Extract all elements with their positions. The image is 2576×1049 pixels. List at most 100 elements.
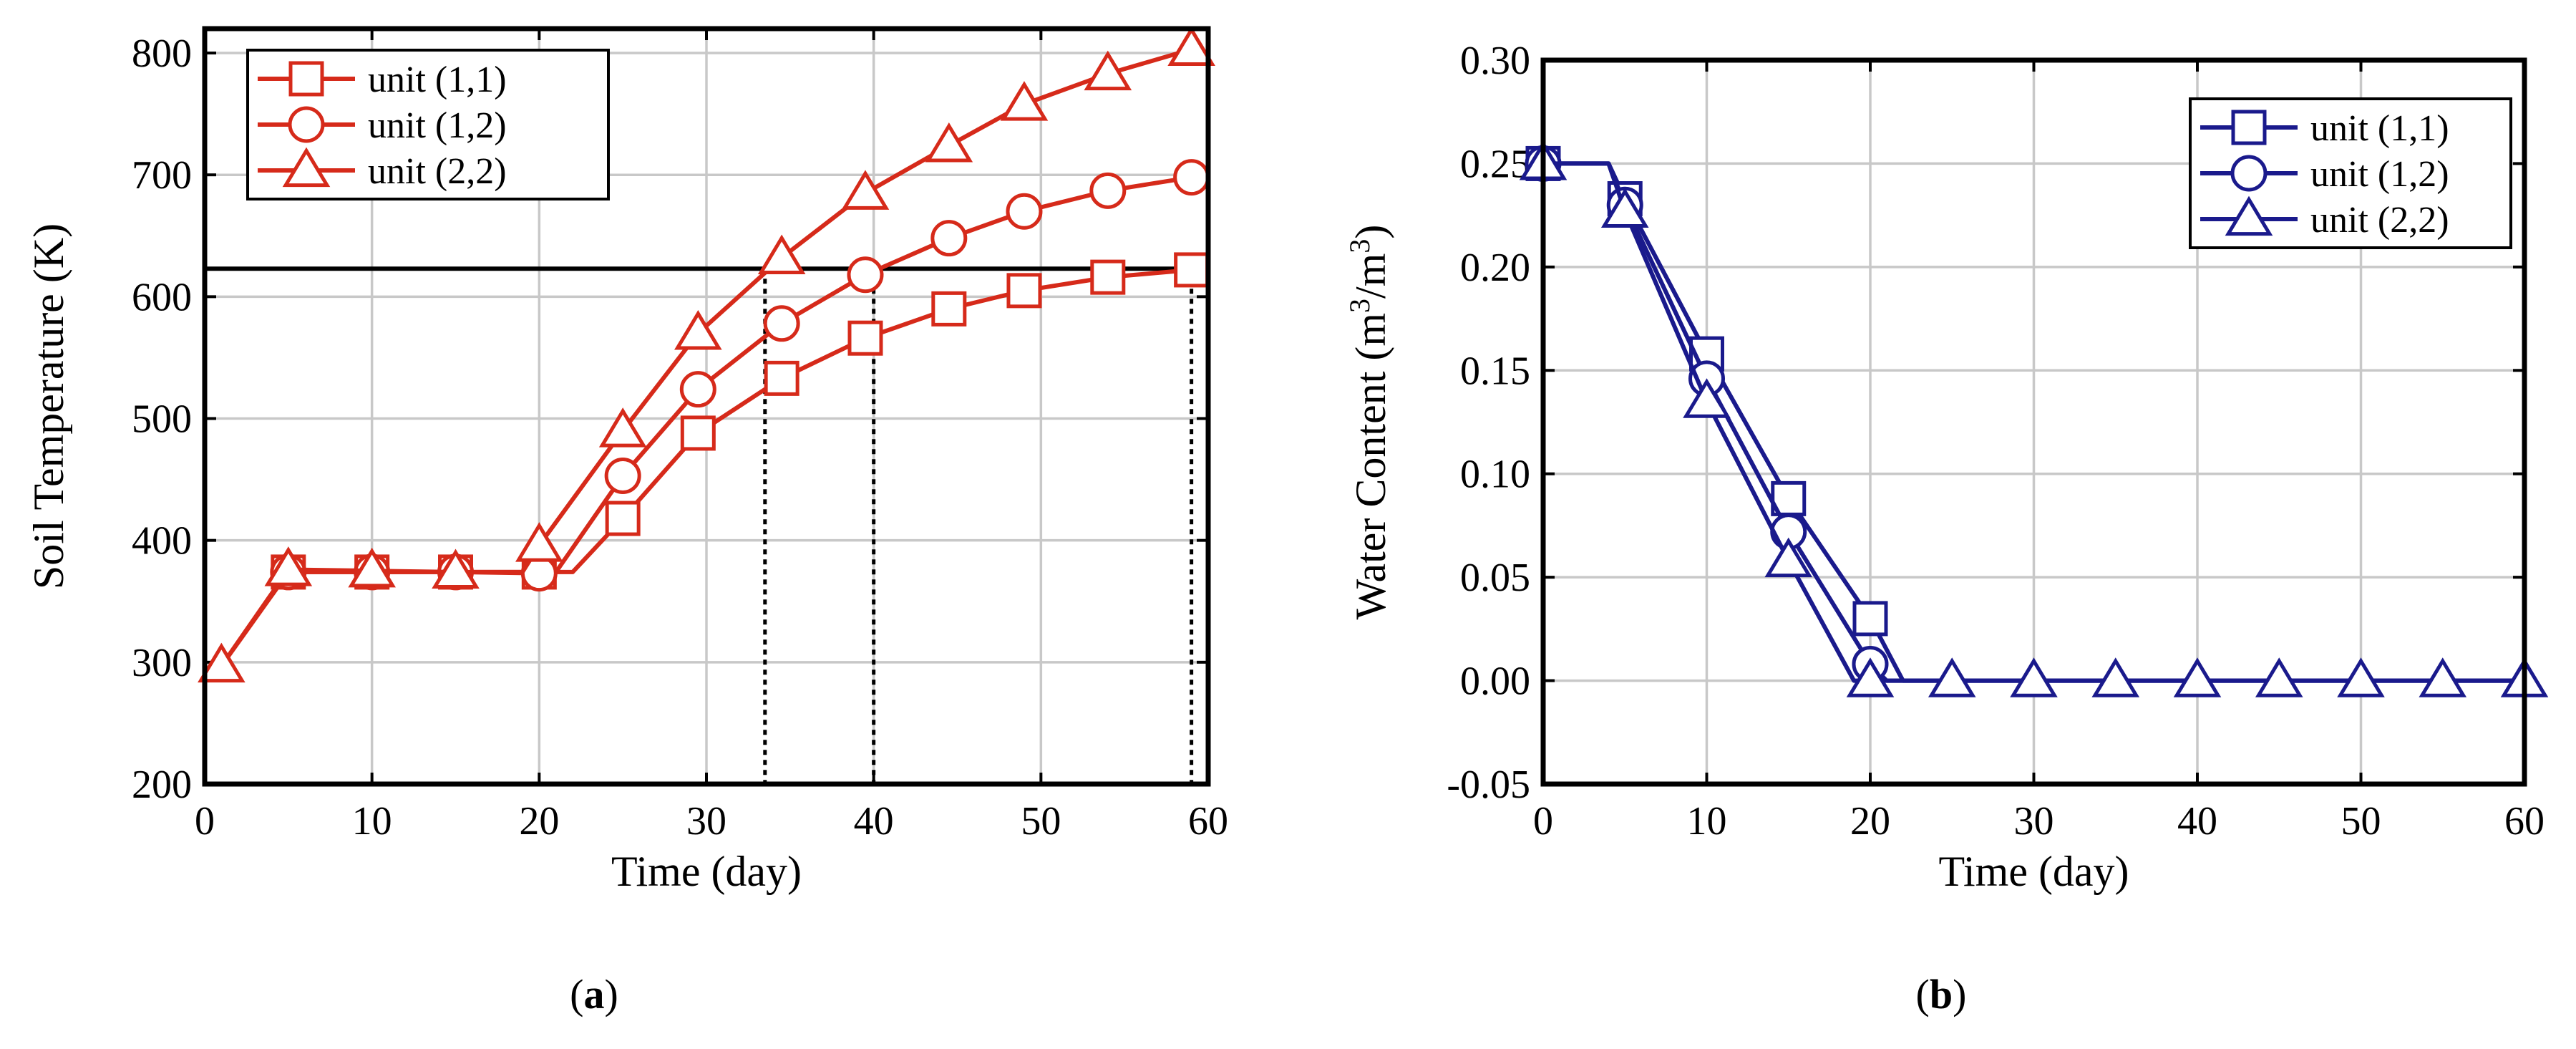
legend-label: unit (2,2) (368, 151, 507, 192)
legend-label: unit (2,2) (2310, 200, 2449, 241)
series-3-point (2173, 657, 2222, 697)
panel-label-a: (a) (570, 971, 618, 1017)
legend-label: unit (1,2) (2310, 154, 2449, 195)
legend-marker (288, 61, 324, 97)
series-1-point (1852, 601, 1888, 637)
x-tick-label: 20 (519, 799, 559, 843)
series-3-point (264, 546, 313, 586)
series-2-point (604, 457, 641, 494)
y-tick-label: 700 (132, 153, 192, 198)
x-tick-label: 30 (2014, 799, 2054, 843)
series-3-point (515, 522, 563, 562)
panel-label-b: (b) (1916, 971, 1967, 1017)
x-tick-label: 40 (854, 799, 894, 843)
y-tick-label: 0.05 (1460, 556, 1530, 600)
series-1-point (1006, 273, 1042, 309)
x-tick-label: 40 (2177, 799, 2217, 843)
series-1-point (1090, 259, 1126, 295)
y-tick-label: 200 (132, 763, 192, 807)
series-3-point (1600, 188, 1649, 228)
series-3-point (198, 642, 246, 683)
series-3-point (432, 548, 480, 589)
x-axis-label: Time (day) (611, 848, 802, 895)
y-axis-label: Soil Temperature (K) (25, 223, 72, 589)
series-3-point (1084, 50, 1132, 91)
series-3 (198, 26, 1215, 683)
legend: unit (1,1) unit (1,2) unit (2,2) (2189, 97, 2512, 249)
series-3-point (2255, 657, 2303, 697)
legend-label: unit (1,1) (368, 59, 507, 100)
x-tick-label: 10 (352, 799, 392, 843)
x-tick-label: 50 (1021, 799, 1061, 843)
legend-label: unit (1,1) (2310, 108, 2449, 149)
y-tick-label: 600 (132, 275, 192, 319)
y-tick-label: 0.20 (1460, 246, 1530, 290)
series-1-point (1174, 252, 1210, 288)
y-axis-label: Water Content (m3/m3) (1343, 225, 1394, 620)
series-2-point (930, 220, 968, 257)
legend-marker (2231, 110, 2267, 145)
y-axis-label-part: ) (1347, 225, 1394, 239)
y-tick-label: 0.25 (1460, 142, 1530, 186)
series-1-point (931, 291, 967, 327)
series-1-point (605, 501, 641, 536)
series-3-point (2337, 657, 2385, 697)
series-3-point (925, 122, 973, 163)
series-1-point (764, 360, 799, 396)
series-3 (1519, 140, 2549, 697)
x-tick-label: 10 (1687, 799, 1727, 843)
series-3-point (1764, 537, 1813, 578)
series-3-point (348, 547, 396, 588)
plot-frame (202, 26, 1211, 787)
series-3-point (2419, 657, 2467, 697)
y-axis-label-superscript: 3 (1343, 239, 1376, 253)
chart-b-water-content: 0 10 20 30 40 50 60 -0.05 0.00 0.05 0.10 0.15 0.20 0.… (1343, 39, 2549, 895)
y-axis-label-part: /m (1347, 253, 1394, 299)
series-3-point (1683, 378, 1731, 418)
series-3-point (1000, 81, 1049, 121)
x-tick-label: 30 (686, 799, 726, 843)
series-2-point (1089, 172, 1127, 209)
x-tick-label: 20 (1850, 799, 1890, 843)
series-3-point (1167, 26, 1215, 67)
series-1-point (847, 320, 883, 356)
x-tick-label: 50 (2341, 799, 2381, 843)
legend: unit (1,1) unit (1,2) unit (2,2) (246, 49, 610, 200)
legend-label: unit (1,2) (368, 105, 507, 146)
x-tick-label: 60 (2504, 799, 2545, 843)
series-2-point (679, 371, 716, 408)
series-3-point (674, 310, 722, 350)
series-3-point (1846, 657, 1895, 697)
x-tick-label: 0 (195, 799, 215, 843)
y-tick-label: 300 (132, 641, 192, 685)
y-tick-label: 0.30 (1460, 39, 1530, 83)
y-tick-label: 0.15 (1460, 349, 1530, 393)
series-2-point (847, 256, 884, 294)
y-tick-label: -0.05 (1447, 763, 1530, 807)
legend-marker (288, 106, 325, 143)
y-tick-label: 0.10 (1460, 453, 1530, 497)
series-3-point (757, 234, 806, 275)
legend-marker (2230, 155, 2268, 192)
series-3-point (841, 170, 890, 210)
y-axis-label-superscript: 3 (1343, 299, 1376, 313)
y-tick-label: 400 (132, 519, 192, 564)
x-tick-label: 0 (1533, 799, 1553, 843)
legend-marker (2225, 195, 2273, 236)
series-3-point (2091, 657, 2140, 697)
series-1-point (680, 415, 716, 451)
series-2-point (1006, 193, 1043, 230)
x-tick-label: 60 (1188, 799, 1228, 843)
y-axis-label-part: Water Content (m (1347, 313, 1394, 619)
y-tick-label: 0.00 (1460, 659, 1530, 704)
legend-marker (282, 147, 331, 188)
x-axis-label: Time (day) (1938, 848, 2129, 895)
series-3-point (598, 407, 647, 448)
y-tick-label: 800 (132, 32, 192, 76)
series-2-point (763, 305, 800, 342)
series-3-point (1928, 657, 1976, 697)
chart-a-soil-temperature: 0 10 20 30 40 50 60 200 300 400 500 600 700 800 unit (… (25, 26, 1228, 895)
y-tick-label: 500 (132, 397, 192, 442)
series-2-point (1173, 159, 1210, 196)
